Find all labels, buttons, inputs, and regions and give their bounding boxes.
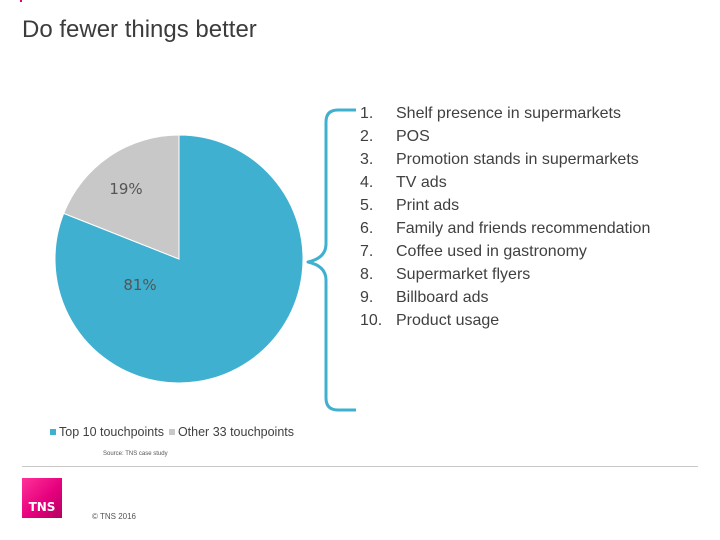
legend-item-other33: Other 33 touchpoints <box>168 425 294 439</box>
touchpoint-item: 10. Product usage <box>360 309 650 332</box>
touchpoint-number: 3. <box>360 151 374 168</box>
touchpoint-label: TV ads <box>396 174 447 191</box>
touchpoint-item: 9. Billboard ads <box>360 286 650 309</box>
touchpoint-item: 1. Shelf presence in supermarkets <box>360 102 650 125</box>
touchpoint-item: 2. POS <box>360 125 650 148</box>
touchpoint-number: 4. <box>360 174 374 191</box>
touchpoint-item: 8. Supermarket flyers <box>360 263 650 286</box>
legend-label-top10: Top 10 touchpoints <box>59 425 164 439</box>
touchpoint-number: 10. <box>360 312 383 329</box>
pie-slice-other33 <box>63 134 180 260</box>
touchpoint-item: 6. Family and friends recommendation <box>360 217 650 240</box>
pie-slice-top10 <box>54 134 304 384</box>
source-note: Source: TNS case study <box>103 451 168 457</box>
touchpoint-item: 3. Promotion stands in supermarkets <box>360 148 650 171</box>
touchpoint-item: 7. Coffee used in gastronomy <box>360 240 650 263</box>
touchpoint-label: Print ads <box>396 197 460 214</box>
touchpoint-number: 7. <box>360 243 374 260</box>
touchpoint-label: Family and friends recommendation <box>396 220 651 237</box>
touchpoint-number: 8. <box>360 266 374 283</box>
copyright: © TNS 2016 <box>92 512 136 521</box>
accent-mark <box>20 0 22 2</box>
legend-swatch-top10 <box>50 429 56 435</box>
pie-label-other33: 19% <box>109 180 142 198</box>
touchpoint-label: Promotion stands in supermarkets <box>396 151 639 168</box>
slide-title: Do fewer things better <box>22 16 257 43</box>
legend-swatch-other33 <box>168 429 175 435</box>
touchpoint-label: Coffee used in gastronomy <box>396 243 587 260</box>
touchpoint-item: 5. Print ads <box>360 194 650 217</box>
pie-chart: 81% 19% <box>54 134 304 384</box>
legend-item-top10: Top 10 touchpoints <box>50 425 164 439</box>
touchpoint-number: 6. <box>360 220 374 237</box>
touchpoint-label: Supermarket flyers <box>396 266 531 283</box>
touchpoint-label: Product usage <box>396 312 500 329</box>
footer-divider <box>22 466 698 467</box>
touchpoint-label: POS <box>396 128 430 145</box>
touchpoint-label: Shelf presence in supermarkets <box>396 105 621 122</box>
touchpoint-number: 9. <box>360 289 374 306</box>
touchpoint-number: 2. <box>360 128 374 145</box>
touchpoint-number: 1. <box>360 105 374 122</box>
touchpoint-item: 4. TV ads <box>360 171 650 194</box>
tns-logo: TNS <box>22 478 62 518</box>
pie-label-top10: 81% <box>123 276 156 294</box>
touchpoint-list: 1. Shelf presence in supermarkets 2. POS 3. P… <box>360 102 650 332</box>
chart-legend: Top 10 touchpoints Other 33 touchpoints <box>50 425 299 439</box>
curly-bracket <box>306 108 356 412</box>
touchpoint-label: Billboard ads <box>396 289 489 306</box>
legend-label-other33: Other 33 touchpoints <box>177 425 294 439</box>
touchpoint-number: 5. <box>360 197 374 214</box>
